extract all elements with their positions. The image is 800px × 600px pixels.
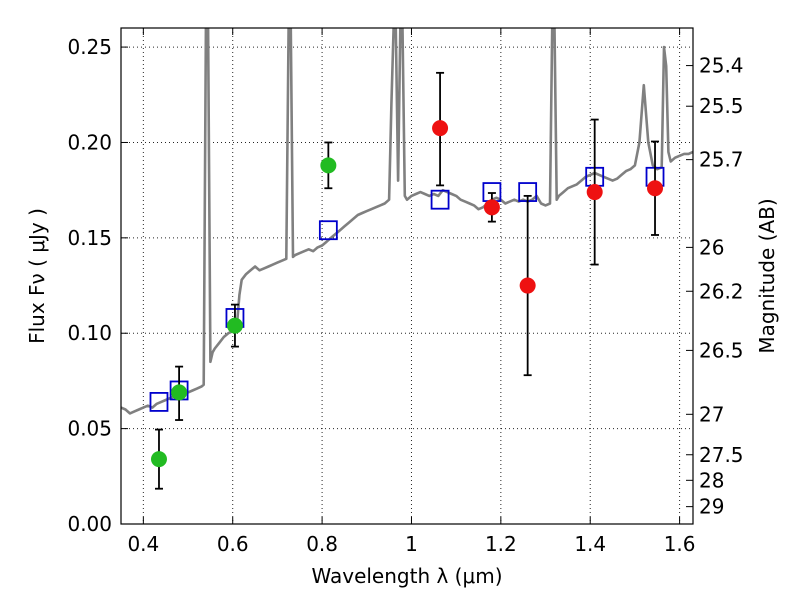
magnitude-tick-label: 25.4 [699, 54, 744, 78]
magnitude-tick-label: 29 [699, 495, 724, 519]
photometry-point [483, 199, 500, 216]
magnitude-tick-label: 27 [699, 402, 724, 426]
photometry-point [320, 157, 337, 174]
photometry-point [171, 384, 188, 401]
y-tick-label: 0.20 [67, 130, 112, 154]
magnitude-tick-label: 26.2 [699, 279, 744, 303]
x-tick-label: 1.2 [485, 532, 517, 556]
axes: 0.4 0.6 0.8 1 1.2 1.4 1.6 0.00 0.05 0.10 0.15 0.20 0… [67, 27, 744, 556]
photometry-point [432, 120, 449, 137]
model-square-marker [430, 189, 450, 210]
y-axis-right-label: Magnitude (AB) [755, 198, 779, 353]
x-tick-label: 1.4 [574, 532, 606, 556]
x-axis-label: Wavelength λ (μm) [311, 564, 502, 588]
photometry-point [586, 184, 603, 201]
magnitude-tick-label: 25.5 [699, 94, 744, 118]
magnitude-tick-label: 28 [699, 468, 724, 492]
photometry-point [647, 180, 664, 197]
x-tick-label: 0.8 [306, 532, 338, 556]
plot-area [121, 28, 693, 490]
y-axis-label: Flux Fν ( μJy ) [25, 208, 49, 344]
magnitude-tick-label: 25.7 [699, 148, 744, 172]
y-tick-label: 0.00 [67, 512, 112, 536]
model-square-marker [318, 220, 338, 241]
x-tick-label: 0.4 [127, 532, 159, 556]
x-tick-label: 0.6 [217, 532, 249, 556]
x-tick-label: 1.6 [664, 532, 696, 556]
photometry-point [226, 317, 243, 334]
y-tick-label: 0.15 [67, 226, 112, 250]
model-square-marker [149, 392, 169, 412]
plot-frame [120, 27, 694, 525]
magnitude-tick-label: 26 [699, 235, 724, 259]
y-tick-label: 0.25 [67, 35, 112, 59]
photometry-point [150, 451, 167, 468]
magnitude-tick-label: 27.5 [699, 443, 744, 467]
y-tick-label: 0.05 [67, 417, 112, 441]
y-tick-label: 0.10 [67, 321, 112, 345]
magnitude-tick-label: 26.5 [699, 338, 744, 362]
photometry-point [519, 277, 536, 294]
x-tick-label: 1 [405, 532, 418, 556]
